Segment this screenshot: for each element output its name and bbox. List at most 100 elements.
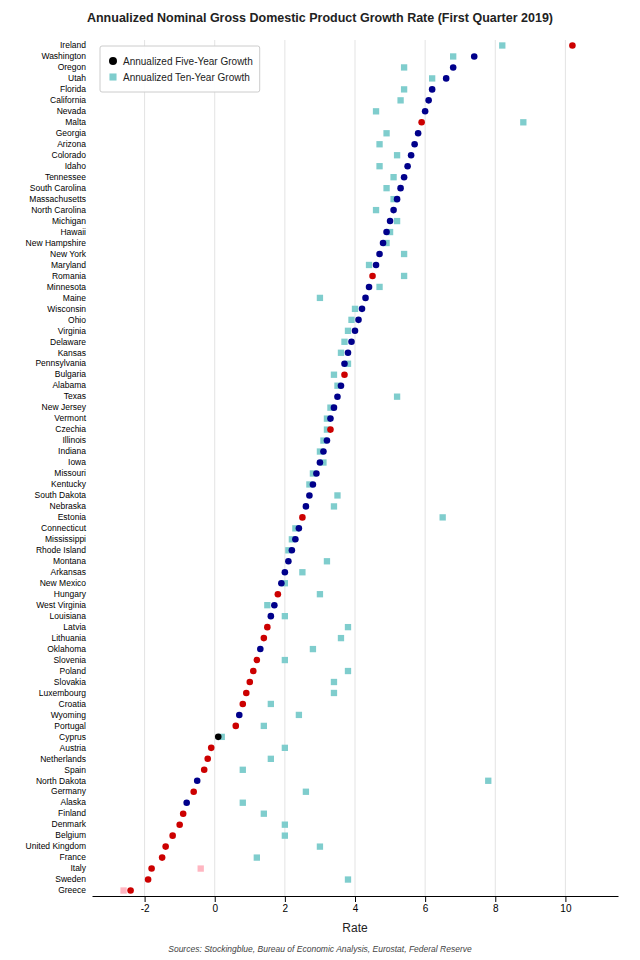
tick-mark bbox=[145, 896, 146, 902]
tick-label: Wisconsin bbox=[47, 304, 86, 314]
tick: Italy bbox=[70, 863, 92, 873]
dot-point bbox=[345, 349, 352, 356]
tick-mark bbox=[215, 896, 216, 902]
dot-point bbox=[169, 832, 176, 839]
tick-label: Rhode Island bbox=[36, 545, 86, 555]
tick: Minnesota bbox=[47, 282, 92, 292]
tick: New Jersey bbox=[42, 402, 92, 412]
square-point bbox=[317, 591, 323, 597]
square-point bbox=[331, 679, 337, 685]
tick-label: Maryland bbox=[51, 260, 86, 270]
tick: California bbox=[50, 95, 92, 105]
tick: Croatia bbox=[59, 699, 92, 709]
square-point bbox=[338, 635, 344, 641]
tick: Belgium bbox=[55, 830, 92, 840]
chart: Annualized Nominal Gross Domestic Produc… bbox=[0, 0, 640, 960]
dot-point bbox=[327, 415, 334, 422]
dot-point bbox=[201, 767, 208, 774]
tick: 0 bbox=[212, 896, 218, 914]
square-point bbox=[268, 756, 274, 762]
square-point bbox=[299, 569, 305, 575]
square-point bbox=[282, 822, 288, 828]
square-point bbox=[345, 668, 351, 674]
dot-point bbox=[183, 799, 190, 806]
dot-point bbox=[310, 481, 317, 488]
tick: Mississippi bbox=[45, 534, 92, 544]
tick: Idaho bbox=[65, 161, 92, 171]
tick: Indiana bbox=[58, 446, 92, 456]
tick-label: Kentucky bbox=[51, 479, 87, 489]
tick: 4 bbox=[353, 896, 359, 914]
dot-point bbox=[162, 843, 169, 850]
tick: Lithuania bbox=[51, 633, 92, 643]
tick-label: Indiana bbox=[58, 446, 86, 456]
tick: Connecticut bbox=[41, 523, 92, 533]
tick-label: Luxembourg bbox=[39, 688, 87, 698]
tick-label: Washington bbox=[41, 51, 86, 61]
tick: Sweden bbox=[55, 874, 92, 884]
dot-point bbox=[415, 130, 422, 137]
grid-line bbox=[495, 40, 496, 896]
tick-label: South Dakota bbox=[34, 490, 86, 500]
dot-point bbox=[429, 86, 436, 93]
dot-point bbox=[422, 108, 429, 115]
title: Annualized Nominal Gross Domestic Produc… bbox=[87, 11, 553, 25]
tick: North Dakota bbox=[36, 775, 92, 785]
tick-label: Vermont bbox=[54, 413, 86, 423]
dot-point bbox=[243, 690, 250, 697]
tick-label: West Virginia bbox=[36, 600, 86, 610]
tick: Nebraska bbox=[50, 501, 92, 511]
tick-label: Ohio bbox=[68, 315, 86, 325]
tick-label: New Jersey bbox=[42, 402, 87, 412]
y-axis: IrelandWashingtonOregonUtahFloridaCalifo… bbox=[26, 40, 92, 895]
square-point bbox=[254, 854, 260, 860]
tick-label: 6 bbox=[423, 903, 429, 914]
tick-label: Czechia bbox=[55, 424, 86, 434]
tick-label: Maine bbox=[63, 293, 86, 303]
tick: Maryland bbox=[51, 260, 92, 270]
tick-label: Arkansas bbox=[51, 567, 86, 577]
dot-point bbox=[380, 240, 387, 247]
tick: -2 bbox=[141, 896, 150, 914]
x-axis-title: Rate bbox=[342, 921, 368, 935]
dot-point bbox=[215, 734, 222, 741]
square-point bbox=[383, 130, 389, 136]
square-point bbox=[240, 800, 246, 806]
tick: Delaware bbox=[50, 337, 92, 347]
tick-label: Poland bbox=[60, 666, 87, 676]
tick: Arkansas bbox=[51, 567, 92, 577]
plot: -20246810RateIrelandWashingtonOregonUtah… bbox=[26, 40, 619, 935]
dot-point bbox=[471, 53, 478, 60]
dot-point bbox=[313, 470, 320, 477]
square-point bbox=[338, 350, 344, 356]
square-point bbox=[264, 602, 270, 608]
tick-label: 8 bbox=[493, 903, 499, 914]
dot-point bbox=[176, 821, 183, 828]
square-point bbox=[268, 701, 274, 707]
tick: West Virginia bbox=[36, 600, 92, 610]
tick-label: Utah bbox=[68, 73, 86, 83]
tick: Kentucky bbox=[51, 479, 92, 489]
dot-point bbox=[341, 371, 348, 378]
tick: Hawaii bbox=[60, 227, 92, 237]
tick-label: New Mexico bbox=[40, 578, 87, 588]
tick-label: Portugal bbox=[54, 721, 86, 731]
tick: Colorado bbox=[52, 150, 93, 160]
legend-item: Annualized Five-Year Growth bbox=[109, 56, 253, 67]
tick-label: -2 bbox=[141, 903, 150, 914]
dot-point bbox=[352, 328, 359, 335]
dot-point bbox=[250, 668, 257, 675]
dot-point bbox=[394, 196, 401, 203]
tick: New York bbox=[50, 249, 92, 259]
dot-point bbox=[320, 448, 327, 455]
tick: Poland bbox=[60, 666, 92, 676]
dot-point bbox=[268, 613, 275, 620]
dot-point bbox=[303, 503, 310, 510]
square-point bbox=[317, 843, 323, 849]
square-point bbox=[376, 163, 382, 169]
tick: Denmark bbox=[52, 819, 92, 829]
tick: Wisconsin bbox=[47, 304, 92, 314]
series bbox=[127, 42, 575, 894]
tick-mark bbox=[355, 896, 356, 902]
tick-label: Bulgaria bbox=[55, 369, 86, 379]
